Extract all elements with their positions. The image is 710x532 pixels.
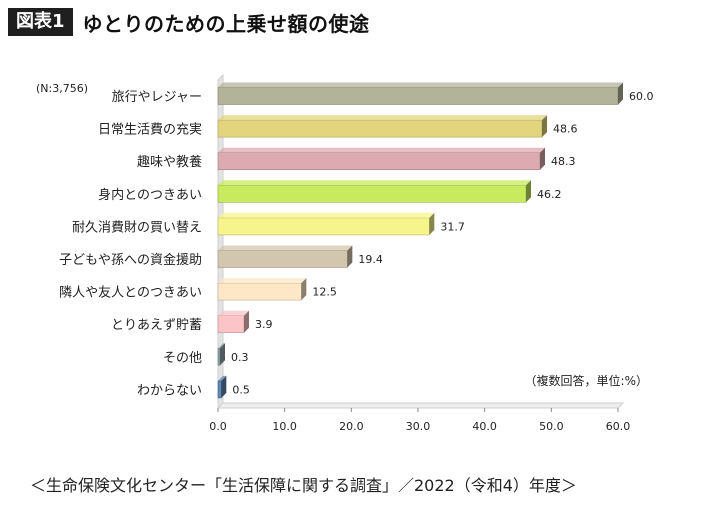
bar-2 (217, 119, 543, 138)
value-label: 0.3 (231, 351, 249, 364)
bar-top-10 (218, 375, 227, 381)
bar-side-2 (542, 115, 547, 138)
header: 図表1 ゆとりのための上乗せ額の使途 (8, 8, 370, 36)
bar-top-8 (218, 310, 249, 316)
x-tick-label: 30.0 (406, 420, 431, 433)
bar-side-5 (429, 212, 435, 235)
bar-6 (217, 250, 348, 268)
x-tick-label: 40.0 (472, 420, 497, 433)
bar-side-4 (526, 180, 531, 203)
value-label: 60.0 (629, 90, 654, 103)
value-label: 46.2 (537, 188, 562, 201)
bar-top-2 (218, 115, 547, 121)
x-tick-label: 60.0 (606, 420, 631, 433)
bar-side-8 (244, 310, 249, 333)
figure-badge: 図表1 (8, 8, 73, 36)
bar-top-3 (218, 147, 545, 153)
bar-top-7 (218, 278, 307, 284)
bar-side-3 (540, 147, 545, 170)
source-caption: ＜生命保険文化センター「生活保障に関する調査」／2022（令和4）年度＞ (30, 476, 577, 495)
bar-9 (217, 347, 221, 366)
category-label: 隣人や友人とのつきあい (59, 285, 202, 301)
bar-3 (217, 152, 541, 170)
category-label: 耐久消費財の買い替え (72, 220, 202, 235)
x-tick-label: 0.0 (209, 420, 227, 433)
bar-4 (217, 185, 527, 203)
value-label: 48.6 (553, 123, 578, 136)
category-label: 旅行やレジャー (112, 90, 202, 105)
x-tick-label: 20.0 (339, 420, 364, 433)
bar-side-1 (618, 82, 623, 105)
bar-top-1 (218, 82, 623, 88)
category-label: 身内とのつきあい (98, 187, 202, 203)
value-label: 12.5 (312, 286, 337, 299)
value-label: 0.5 (232, 383, 250, 396)
category-label: わからない (137, 383, 202, 398)
x-tick-label: 10.0 (272, 420, 297, 433)
axis-floor (216, 402, 625, 409)
value-label: 19.4 (358, 253, 383, 266)
value-label: 31.7 (440, 220, 465, 233)
category-label: 趣味や教養 (137, 154, 202, 170)
chart-title: ゆとりのための上乗せ額の使途 (82, 11, 370, 36)
bar-10 (217, 380, 222, 399)
category-label: 日常生活費の充実 (98, 122, 202, 138)
bar-side-9 (220, 343, 225, 366)
bar-1 (217, 87, 619, 105)
x-tick-label: 50.0 (539, 420, 564, 433)
bar-side-6 (347, 245, 353, 268)
bar-8 (217, 315, 245, 334)
bar-side-7 (301, 278, 307, 301)
bar-top-4 (218, 180, 531, 186)
bar-top-9 (218, 343, 225, 349)
bar-top-6 (218, 245, 353, 251)
bar-top-5 (218, 212, 435, 218)
category-label: とりあえず貯蓄 (111, 318, 202, 333)
value-label: 3.9 (255, 318, 273, 331)
sample-size-note: (N:3,756) (36, 82, 88, 95)
bar-side-10 (221, 375, 227, 398)
category-label: その他 (163, 351, 202, 366)
unit-note: （複数回答，単位:%） (525, 373, 648, 388)
bar-5 (217, 217, 430, 236)
category-label: 子どもや孫への資金援助 (59, 252, 202, 268)
bar-7 (217, 282, 302, 301)
value-label: 48.3 (551, 155, 576, 168)
